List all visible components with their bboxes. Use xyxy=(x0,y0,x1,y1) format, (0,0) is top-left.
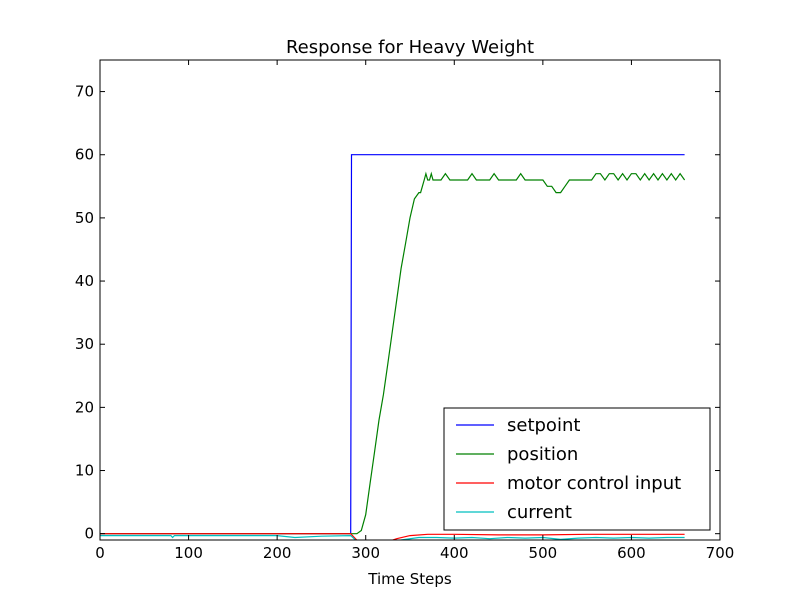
x-tick-label: 100 xyxy=(174,544,203,562)
legend-label-position: position xyxy=(507,444,578,465)
series-line-position xyxy=(100,171,686,535)
x-axis-label: Time Steps xyxy=(367,570,452,588)
x-axis-ticks: 0 100 200 300 400 500 600 700 xyxy=(95,60,734,562)
y-axis-ticks: 0 10 20 30 40 50 60 70 xyxy=(75,83,720,543)
plot-frame xyxy=(99,59,721,541)
series-line-motor-control-input xyxy=(100,533,685,540)
y-tick-label: 10 xyxy=(75,462,94,480)
legend-label-setpoint: setpoint xyxy=(507,415,580,436)
legend-box xyxy=(443,407,711,531)
y-tick-label: 70 xyxy=(75,83,94,101)
y-tick-label: 20 xyxy=(75,398,94,416)
y-tick-label: 30 xyxy=(75,335,94,353)
y-tick-label: 0 xyxy=(84,525,94,543)
x-tick-label: 0 xyxy=(95,544,105,562)
legend-label-current: current xyxy=(507,502,572,523)
x-tick-label: 300 xyxy=(351,544,380,562)
series-line-current xyxy=(100,534,685,540)
y-tick-label: 50 xyxy=(75,209,94,227)
legend-label-motor-control-input: motor control input xyxy=(507,473,681,494)
x-tick-label: 600 xyxy=(617,544,646,562)
legend: setpoint position motor control input curre… xyxy=(443,407,711,531)
x-tick-label: 500 xyxy=(529,544,558,562)
chart-title: Response for Heavy Weight xyxy=(286,37,534,58)
x-tick-label: 400 xyxy=(440,544,469,562)
x-tick-label: 700 xyxy=(706,544,735,562)
legend-items: setpoint position motor control input curre… xyxy=(456,415,681,523)
y-tick-label: 60 xyxy=(75,146,94,164)
x-tick-label: 200 xyxy=(263,544,292,562)
y-tick-label: 40 xyxy=(75,272,94,290)
series-layer xyxy=(100,154,686,540)
